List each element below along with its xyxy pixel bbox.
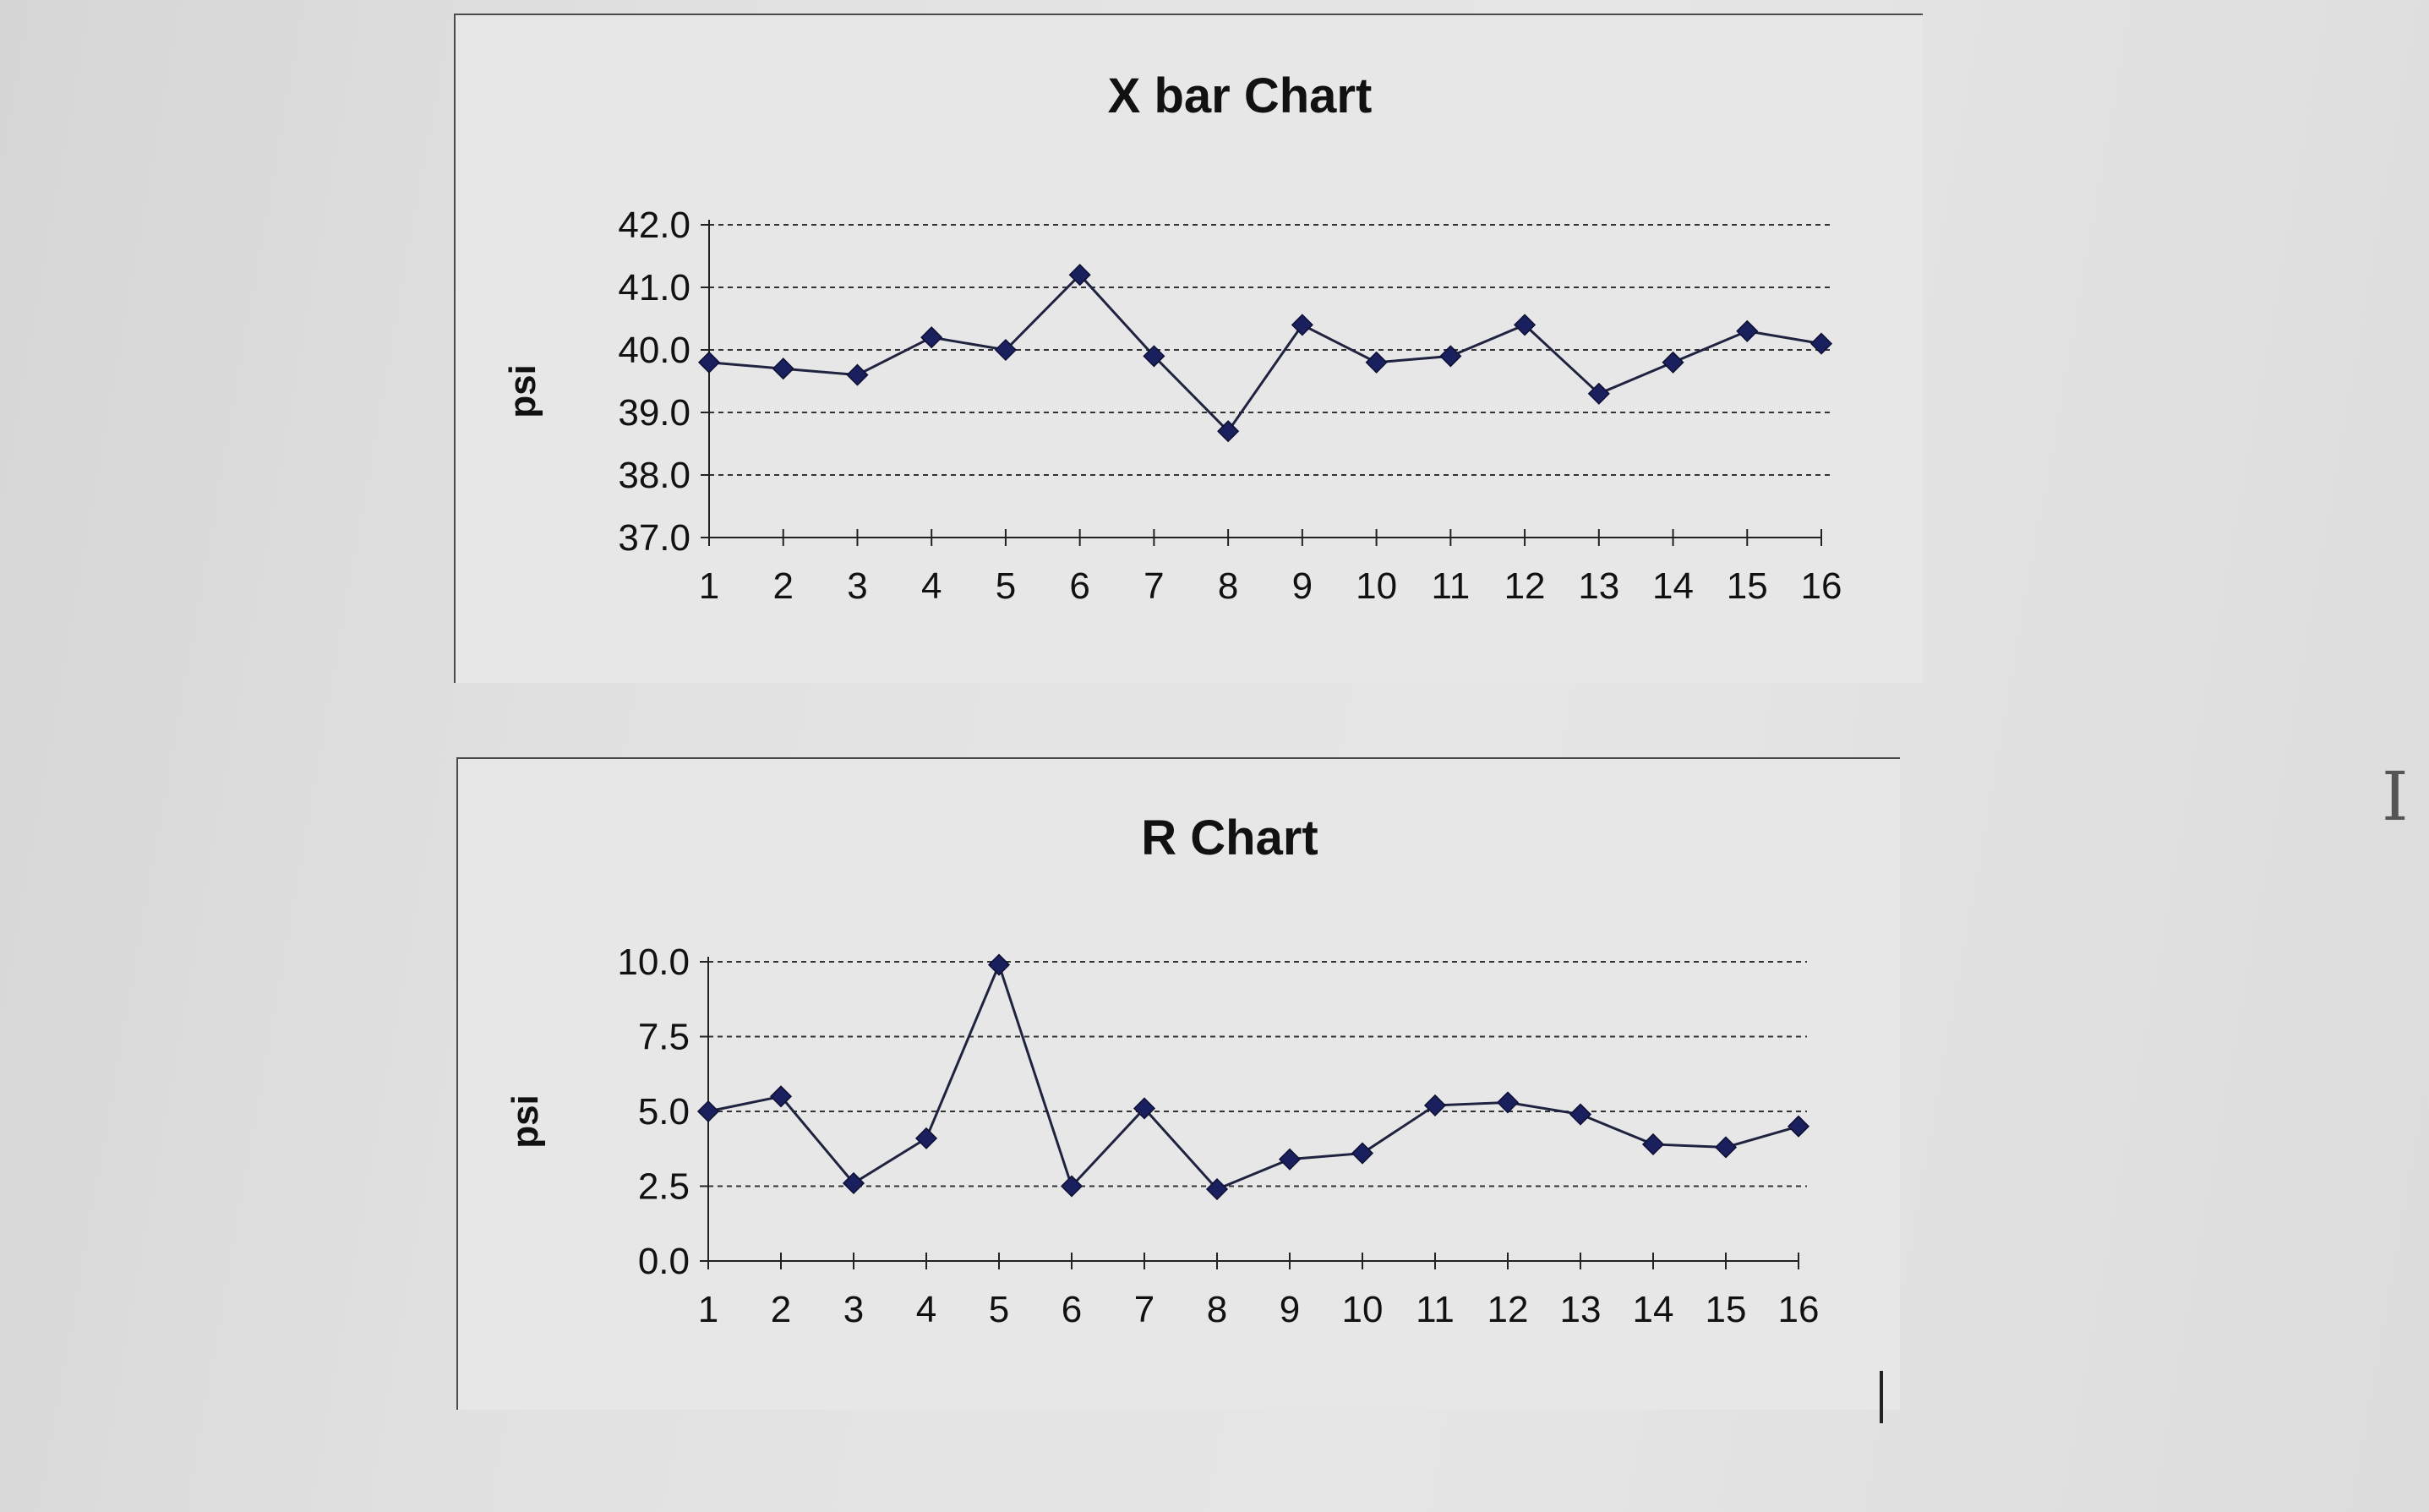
x-tick-label: 2 [772,565,793,607]
x-tick-label: 14 [1652,565,1694,607]
data-point-marker [846,363,869,386]
data-point-marker [1569,1103,1592,1126]
data-point-marker [1278,1148,1302,1171]
data-point-marker [994,338,1017,362]
data-point-marker [1351,1142,1374,1165]
x-tick-label: 6 [1069,565,1089,607]
data-point-marker [1423,1094,1447,1116]
data-point-marker [1143,345,1165,368]
data-point-marker [1514,314,1537,336]
data-point-marker [1809,332,1833,355]
data-point-marker [1060,1175,1083,1198]
x-tick-label: 6 [1062,1289,1082,1330]
text-caret [1880,1371,1883,1423]
data-point-marker [1068,264,1091,287]
x-tick-label: 2 [771,1289,791,1330]
data-point-marker [1365,351,1388,374]
y-tick-label: 40.0 [618,330,690,371]
x-tick-label: 5 [996,565,1016,607]
r-chart-title: R Chart [1141,811,1318,865]
data-point-marker [987,953,1011,976]
series-line [708,273,1822,434]
y-tick-label: 2.5 [638,1166,690,1208]
data-point-marker [914,1127,938,1149]
y-tick-label: 41.0 [618,267,690,308]
xbar-chart-plot: 42.041.040.039.038.037.01 2 3 4 5 6 7 8 9 10 11 12 1… [618,205,1842,607]
x-tick-label: 9 [1280,1289,1300,1330]
x-tick-label: 5 [989,1289,1009,1330]
data-point-marker [1736,319,1759,342]
data-point-marker [697,351,721,374]
data-point-marker [1217,420,1240,443]
data-point-marker [696,1100,720,1123]
data-point-marker [772,358,794,380]
data-point-marker [920,326,943,349]
data-point-marker [1787,1115,1810,1138]
x-tick-label: 11 [1416,1289,1455,1330]
x-tick-label: 9 [1292,565,1313,607]
x-tick-label: 7 [1134,1289,1154,1330]
x-tick-label: 3 [847,565,867,607]
data-point-marker [1291,314,1313,336]
x-tick-label: 13 [1560,1289,1602,1330]
y-tick-label: 7.5 [638,1017,690,1058]
y-tick-label: 42.0 [618,205,690,246]
series-line [707,961,1799,1191]
y-tick-label: 38.0 [618,455,690,496]
x-tick-label: 1 [698,1289,718,1330]
x-tick-label: 15 [1706,1289,1747,1330]
x-tick-label: 10 [1356,565,1397,607]
data-point-marker [1439,345,1462,368]
text-cursor-icon: I [2382,757,2409,836]
x-tick-label: 11 [1431,565,1470,607]
data-point-marker [1205,1177,1229,1201]
data-point-marker [1133,1097,1156,1120]
y-tick-label: 39.0 [618,392,690,434]
y-tick-label: 37.0 [618,517,690,559]
x-tick-label: 4 [921,565,942,607]
x-tick-label: 3 [843,1289,864,1330]
data-point-marker [769,1085,793,1108]
data-point-marker [842,1171,865,1195]
x-tick-label: 13 [1578,565,1619,607]
x-tick-label: 12 [1487,1289,1529,1330]
x-tick-label: 4 [916,1289,936,1330]
data-point-marker [1641,1133,1665,1156]
y-tick-label: 0.0 [638,1241,690,1282]
x-tick-label: 12 [1504,565,1546,607]
x-tick-label: 8 [1218,565,1238,607]
x-tick-label: 16 [1801,565,1842,607]
y-tick-label: 5.0 [638,1091,690,1133]
x-tick-label: 8 [1207,1289,1227,1330]
x-tick-label: 14 [1633,1289,1674,1330]
y-tick-label: 10.0 [617,942,690,983]
xbar-chart-panel: X bar Chart psi 42.0 41.0 40.0 39.0 38.0 37.0… [454,14,1923,683]
r-chart-panel: R Chart psi 10.0 7.5 5.0 2.5 0.0 1 2 3 4 5 6 7 8 9 10 1… [456,757,1900,1410]
xbar-chart-title: X bar Chart [1107,68,1373,123]
x-tick-label: 1 [699,565,719,607]
data-point-marker [1496,1091,1520,1114]
x-tick-label: 15 [1727,565,1768,607]
r-chart-plot: 10.07.55.02.50.01 2 3 4 5 6 7 8 9 10 11 12 13 14 15 16 [617,942,1820,1330]
data-point-marker [1662,351,1684,374]
x-tick-label: 10 [1342,1289,1384,1330]
x-tick-label: 7 [1144,565,1164,607]
data-point-marker [1587,382,1610,405]
data-point-marker [1714,1136,1738,1159]
x-tick-label: 16 [1778,1289,1820,1330]
